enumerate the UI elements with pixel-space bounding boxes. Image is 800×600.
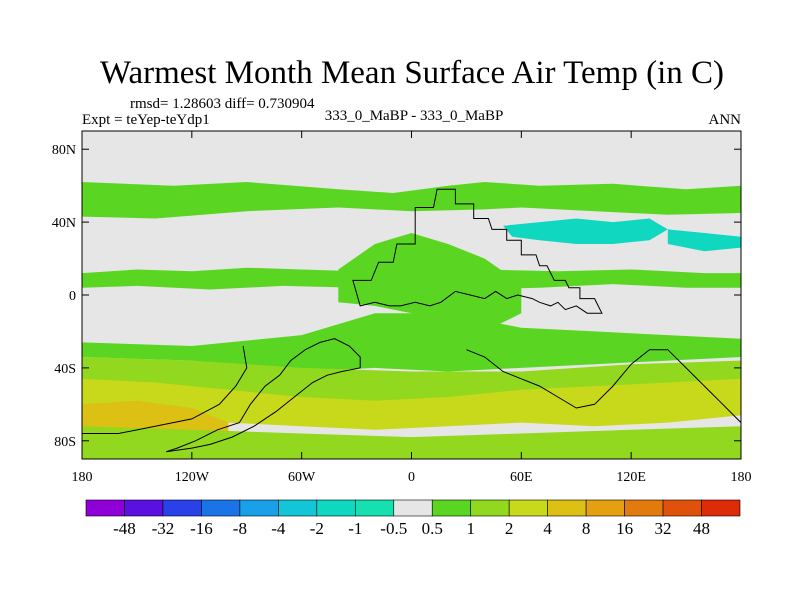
y-tick-label: 40S <box>54 362 76 377</box>
map-axes: 180 120W 60W 0 60E 120E 180 80N 40N 0 40S 80S <box>52 131 752 485</box>
experiment-label: Expt = teYep-teYdp1 <box>82 112 210 128</box>
coastline-outlines <box>82 188 741 453</box>
colorbar-label: -1 <box>348 519 362 538</box>
colorbar-label: -2 <box>310 519 324 538</box>
heatmap-fills <box>82 182 741 459</box>
colorbar-swatch <box>162 499 202 517</box>
region-antarctic-green <box>82 426 741 459</box>
x-tick-label: 120E <box>616 470 646 485</box>
coastline-south-continent <box>166 338 361 453</box>
colorbar-label: 16 <box>616 519 633 538</box>
colorbar-swatch <box>85 499 125 517</box>
x-tick-label: 180 <box>731 470 752 485</box>
colorbar-label: -16 <box>190 519 213 538</box>
colorbar-swatch <box>431 499 472 517</box>
x-tick-label: 180 <box>72 470 93 485</box>
colorbar-label: -4 <box>271 519 286 538</box>
season-label: ANN <box>709 112 742 128</box>
colorbar-swatch <box>624 499 664 517</box>
region-africa-equatorial-green <box>338 233 522 332</box>
colorbar-label: 8 <box>582 519 591 538</box>
colorbar-swatch <box>393 499 433 517</box>
region-nh-midlat-band <box>82 182 741 219</box>
region-south-tropical-green <box>82 313 741 372</box>
colorbar-swatch <box>470 499 510 517</box>
colorbar-label: 2 <box>505 519 514 538</box>
colorbar-swatch <box>316 499 356 517</box>
colorbar-swatch <box>585 499 625 517</box>
colorbar-label: 1 <box>466 519 475 538</box>
coastline-southern-ridge <box>466 349 741 423</box>
x-tick-label: 0 <box>408 470 415 485</box>
y-tick-label: 80S <box>54 435 76 450</box>
colorbar-swatch <box>124 499 164 517</box>
colorbar-label: 48 <box>693 519 710 538</box>
stats-label: rmsd= 1.28603 diff= 0.730904 <box>130 96 315 112</box>
y-tick-label: 0 <box>69 289 76 304</box>
colorbar-label: 0.5 <box>422 519 443 538</box>
x-tick-label: 60E <box>510 470 533 485</box>
colorbar: -48 -32 -16 -8 -4 -2 -1 -0.5 0.5 1 2 4 8 16 32 48 <box>85 499 741 538</box>
colorbar-swatch <box>239 499 279 517</box>
colorbar-label: -48 <box>113 519 136 538</box>
y-tick-label: 80N <box>52 143 76 158</box>
x-tick-label: 60W <box>288 470 316 485</box>
region-ne-pacific-cool <box>667 229 741 252</box>
colorbar-swatch <box>701 499 741 517</box>
colorbar-label: -8 <box>233 519 247 538</box>
x-tick-label: 120W <box>175 470 210 485</box>
colorbar-swatch <box>354 499 395 517</box>
colorbar-swatch <box>278 499 318 517</box>
region-south-subpolar-yellow <box>82 378 741 430</box>
y-tick-label: 40N <box>52 216 76 231</box>
colorbar-label: 32 <box>655 519 672 538</box>
coastline-main-continent <box>352 188 603 314</box>
colorbar-swatch <box>201 499 241 517</box>
colorbar-swatch <box>662 499 702 517</box>
coastline-western-arc <box>82 345 248 434</box>
colorbar-swatch <box>547 499 587 517</box>
colorbar-label: -32 <box>152 519 175 538</box>
colorbar-swatch <box>508 499 548 517</box>
colorbar-label: 4 <box>543 519 552 538</box>
chart-title: Warmest Month Mean Surface Air Temp (in … <box>100 55 724 91</box>
region-n-atlantic-cool <box>503 218 668 244</box>
colorbar-label: -0.5 <box>380 519 407 538</box>
comparison-label: 333_0_MaBP - 333_0_MaBP <box>325 108 504 124</box>
